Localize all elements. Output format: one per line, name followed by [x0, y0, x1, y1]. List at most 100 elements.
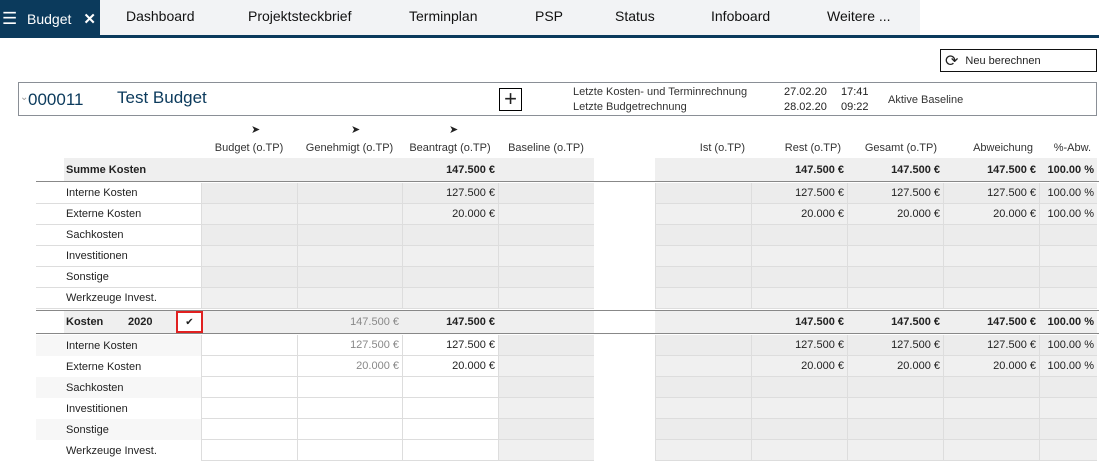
value-cell [498, 440, 594, 461]
value-cell[interactable] [297, 377, 402, 398]
value-cell [655, 267, 751, 288]
total-cell: 100.00 % [1039, 158, 1097, 181]
column-header[interactable]: Abweichung [973, 142, 1033, 154]
value-cell: 127.500 € [847, 183, 943, 204]
value-cell: 20.000 € [751, 204, 847, 225]
value-cell [1039, 246, 1097, 267]
value-cell [297, 288, 402, 309]
column-header[interactable]: Baseline (o.TP) [508, 142, 584, 154]
column-header[interactable]: Budget (o.TP) [214, 142, 284, 154]
column-header[interactable]: Gesamt (o.TP) [864, 142, 937, 154]
total-cell: 147.500 € [297, 311, 402, 333]
column-header[interactable]: Genehmigt (o.TP) [305, 142, 394, 154]
filter-icon[interactable]: ➤ [351, 124, 361, 136]
tab-terminplan[interactable]: Terminplan [409, 8, 478, 24]
value-cell[interactable] [297, 440, 402, 461]
row-label: Sachkosten [36, 377, 201, 398]
divider [36, 333, 1099, 334]
project-id: 000011 [28, 90, 84, 109]
total-cell: 147.500 € [943, 158, 1039, 181]
value-cell [402, 288, 498, 309]
value-cell [201, 267, 297, 288]
total-cell [655, 158, 751, 181]
value-cell[interactable] [402, 440, 498, 461]
tab-psp[interactable]: PSP [535, 8, 564, 24]
value-cell [847, 398, 943, 419]
value-cell [655, 356, 751, 377]
add-icon[interactable]: + [499, 88, 522, 111]
value-cell [201, 246, 297, 267]
column-header[interactable]: Rest (o.TP) [784, 142, 841, 154]
filter-icon[interactable]: ➤ [449, 124, 459, 136]
tab-status[interactable]: Status [615, 8, 655, 24]
value-cell [498, 183, 594, 204]
recalculate-button[interactable]: ⟳ Neu berechnen [940, 49, 1097, 72]
total-cell [297, 158, 402, 181]
row-label: Sachkosten [36, 225, 201, 246]
total-cell [498, 158, 594, 181]
value-cell [751, 377, 847, 398]
project-name: Test Budget [117, 88, 207, 107]
value-cell [655, 246, 751, 267]
value-cell [1039, 225, 1097, 246]
value-cell [498, 225, 594, 246]
value-cell[interactable] [201, 377, 297, 398]
calc1-date: 27.02.20 [784, 86, 827, 98]
value-cell[interactable] [201, 356, 297, 377]
column-header[interactable]: Beantragt (o.TP) [409, 142, 491, 154]
value-cell [498, 288, 594, 309]
value-cell [943, 225, 1039, 246]
value-cell [201, 288, 297, 309]
filter-icon[interactable]: ➤ [251, 124, 261, 136]
column-header[interactable]: %-Abw. [1053, 142, 1091, 154]
value-cell [1039, 419, 1097, 440]
value-cell[interactable]: 20.000 € [297, 356, 402, 377]
value-cell: 20.000 € [751, 356, 847, 377]
value-cell[interactable] [201, 398, 297, 419]
section-label: Kosten [64, 311, 176, 333]
value-cell[interactable] [402, 398, 498, 419]
tab-projektsteckbrief[interactable]: Projektsteckbrief [248, 8, 352, 24]
value-cell[interactable] [297, 398, 402, 419]
tab-infoboard[interactable]: Infoboard [711, 8, 771, 24]
column-header[interactable]: Ist (o.TP) [699, 142, 745, 154]
value-cell[interactable]: 20.000 € [402, 356, 498, 377]
value-cell [201, 225, 297, 246]
tab-label: Budget [27, 11, 72, 27]
value-cell [1039, 440, 1097, 461]
value-cell [751, 398, 847, 419]
checkbox[interactable]: ✔ [176, 311, 203, 333]
close-icon[interactable]: ✕ [83, 11, 96, 28]
menu-icon[interactable]: ☰ [2, 9, 18, 28]
value-cell[interactable] [201, 440, 297, 461]
value-cell [498, 335, 594, 356]
recalculate-label: Neu berechnen [965, 54, 1041, 67]
total-cell [203, 311, 297, 333]
value-cell[interactable] [402, 419, 498, 440]
tab-weitere[interactable]: Weitere ... [827, 8, 891, 24]
value-cell [402, 225, 498, 246]
value-cell: 20.000 € [402, 204, 498, 225]
value-cell[interactable] [201, 419, 297, 440]
value-cell: 100.00 % [1039, 183, 1097, 204]
tab-bar-spacer [920, 0, 1099, 35]
value-cell[interactable] [297, 419, 402, 440]
value-cell[interactable]: 127.500 € [297, 335, 402, 356]
value-cell[interactable] [402, 377, 498, 398]
row-label: Werkzeuge Invest. [36, 288, 201, 309]
tab-dashboard[interactable]: Dashboard [126, 8, 195, 24]
value-cell [847, 267, 943, 288]
value-cell[interactable]: 127.500 € [402, 335, 498, 356]
total-cell: 147.500 € [751, 158, 847, 181]
collapse-project-chevron[interactable]: ⌄ [20, 92, 29, 103]
value-cell [402, 246, 498, 267]
value-cell [1039, 398, 1097, 419]
value-cell [751, 246, 847, 267]
refresh-icon: ⟳ [945, 52, 959, 70]
value-cell[interactable] [201, 335, 297, 356]
total-cell [201, 158, 297, 181]
value-cell [847, 440, 943, 461]
total-cell: 147.500 € [847, 158, 943, 181]
tab-budget[interactable]: ☰ Budget ✕ [0, 0, 100, 38]
value-cell [943, 398, 1039, 419]
